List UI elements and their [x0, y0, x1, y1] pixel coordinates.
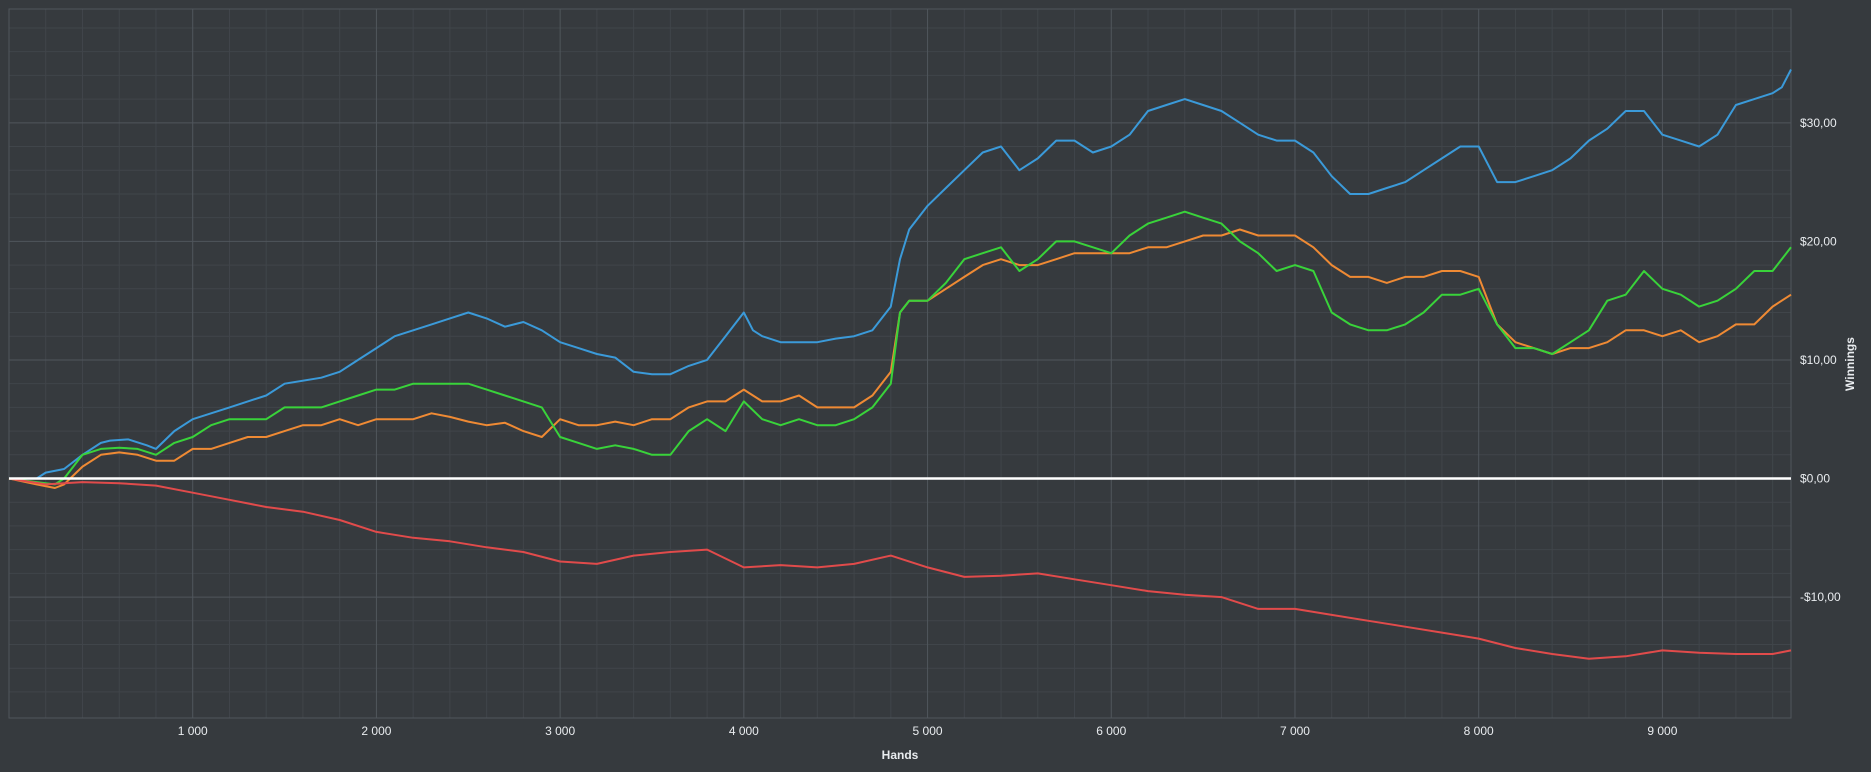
series-line-4 — [8, 477, 1792, 660]
x-tick-label: 1 000 — [178, 724, 208, 738]
y-tick-label: -$10,00 — [1800, 590, 1841, 604]
x-tick-label: 4 000 — [729, 724, 759, 738]
series-line-1 — [9, 69, 1792, 480]
y-tick-label: $0,00 — [1800, 472, 1830, 486]
series-lines — [8, 69, 1792, 660]
y-tick-label: $20,00 — [1800, 234, 1837, 248]
minor-grid — [9, 9, 1791, 718]
x-tick-label: 3 000 — [545, 724, 575, 738]
series-line-2 — [8, 228, 1792, 489]
y-axis-title: Winnings — [1843, 337, 1857, 391]
x-tick-label: 7 000 — [1280, 724, 1310, 738]
x-axis-ticks: 1 000 2 000 3 000 4 000 5 000 6 000 7 000 8 000… — [178, 724, 1678, 738]
y-axis-ticks: -$10,00 $0,00 $10,00 $20,00 $30,00 — [1800, 116, 1841, 604]
x-axis-title: Hands — [882, 748, 919, 762]
plot-frame — [8, 8, 1792, 719]
series-line-3 — [8, 210, 1792, 486]
y-tick-label: $10,00 — [1800, 353, 1837, 367]
major-grid — [9, 9, 1791, 718]
x-tick-label: 8 000 — [1464, 724, 1494, 738]
x-tick-label: 6 000 — [1096, 724, 1126, 738]
x-tick-label: 5 000 — [913, 724, 943, 738]
x-tick-label: 2 000 — [361, 724, 391, 738]
x-tick-label: 9 000 — [1647, 724, 1677, 738]
y-tick-label: $30,00 — [1800, 116, 1837, 130]
